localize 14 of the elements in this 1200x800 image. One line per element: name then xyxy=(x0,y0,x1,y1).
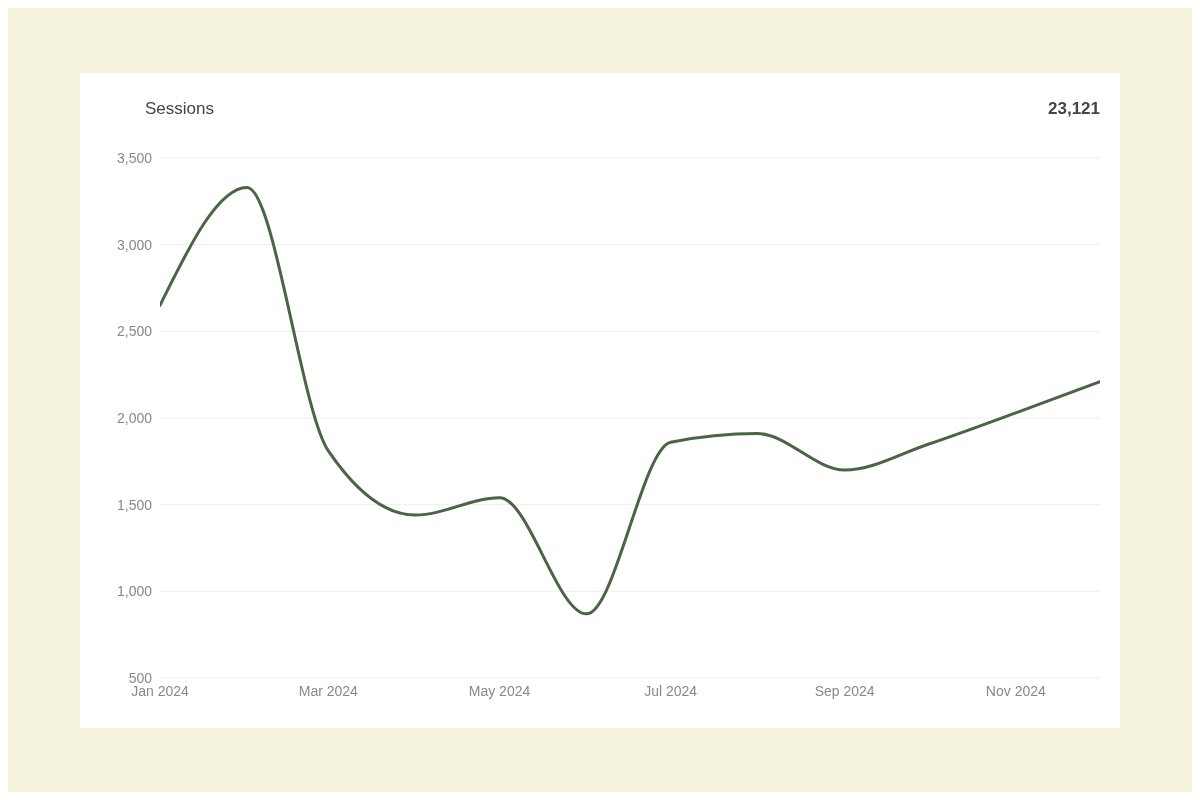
line-series xyxy=(160,185,1100,616)
x-tick-label: Nov 2024 xyxy=(985,682,1046,699)
chart-title: Sessions xyxy=(145,99,214,119)
y-tick-label: 3,500 xyxy=(116,149,153,166)
x-tick-label: Jul 2024 xyxy=(644,682,698,699)
y-tick-label: 1,000 xyxy=(116,583,153,600)
y-tick-label: 2,500 xyxy=(116,323,153,340)
text: 23,121 xyxy=(1048,99,1100,119)
x-tick-label: Mar 2024 xyxy=(298,682,359,699)
y-tick-label: 2,000 xyxy=(116,409,153,426)
x-tick-label: May 2024 xyxy=(468,682,531,699)
y-tick-label: 1,500 xyxy=(116,496,153,513)
y-tick-label: 3,000 xyxy=(116,236,153,253)
x-tick-label: Sep 2024 xyxy=(814,682,875,699)
